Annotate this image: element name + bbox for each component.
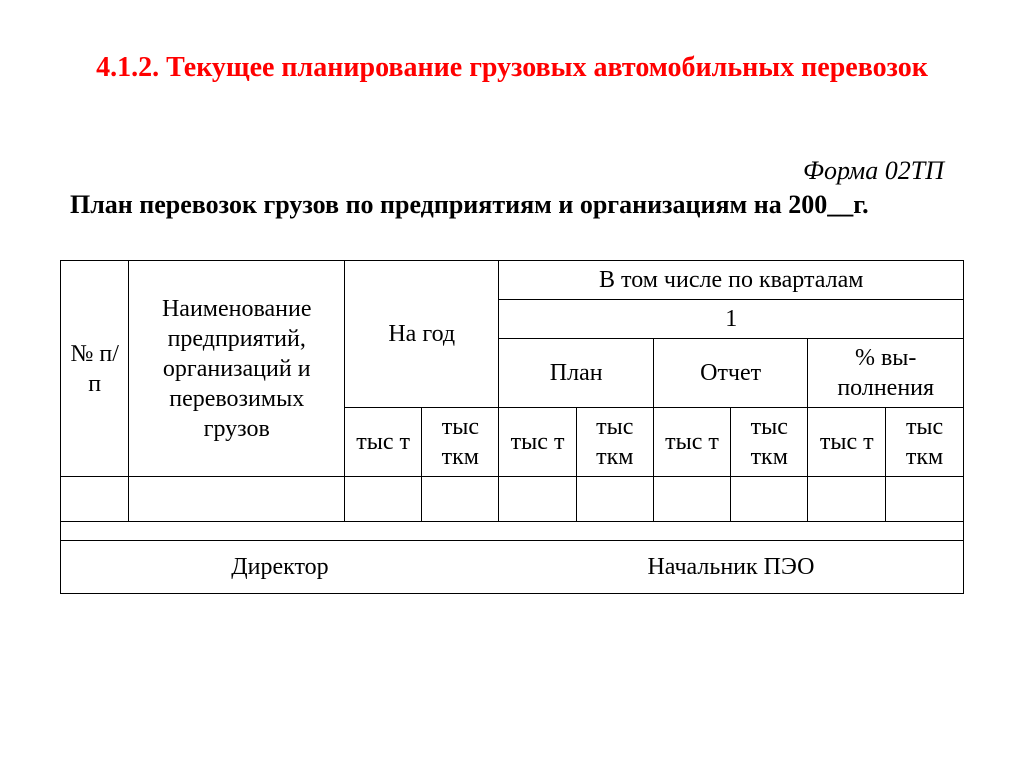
col-header-pct: % вы-полнения bbox=[808, 339, 964, 408]
cell bbox=[61, 477, 129, 522]
data-row bbox=[61, 477, 964, 522]
col-header-quarters: В том числе по кварталам bbox=[499, 261, 964, 300]
footer-director: Директор bbox=[61, 541, 499, 594]
form-label: Форма 02ТП bbox=[60, 156, 964, 186]
empty-cell bbox=[61, 522, 964, 541]
cell bbox=[653, 477, 730, 522]
cell bbox=[886, 477, 964, 522]
col-header-year: На год bbox=[345, 261, 499, 408]
subtitle: План перевозок грузов по предприятиям и … bbox=[60, 190, 964, 220]
unit-pct-t: тыс т bbox=[808, 408, 886, 477]
footer-head: Начальник ПЭО bbox=[499, 541, 964, 594]
empty-row bbox=[61, 522, 964, 541]
unit-year-tkm: тыс ткм bbox=[422, 408, 499, 477]
unit-plan-tkm: тыс ткм bbox=[576, 408, 653, 477]
header-row-1: № п/п Наименование предприятий, организа… bbox=[61, 261, 964, 300]
cell bbox=[808, 477, 886, 522]
unit-year-t: тыс т bbox=[345, 408, 422, 477]
unit-plan-t: тыс т bbox=[499, 408, 576, 477]
cell bbox=[422, 477, 499, 522]
unit-pct-tkm: тыс ткм bbox=[886, 408, 964, 477]
col-header-quarter-num: 1 bbox=[499, 300, 964, 339]
col-header-num: № п/п bbox=[61, 261, 129, 477]
unit-report-tkm: тыс ткм bbox=[731, 408, 808, 477]
col-header-name: Наименование предприятий, организаций и … bbox=[129, 261, 345, 477]
cell bbox=[129, 477, 345, 522]
cell bbox=[731, 477, 808, 522]
cell bbox=[345, 477, 422, 522]
cell bbox=[576, 477, 653, 522]
footer-row: Директор Начальник ПЭО bbox=[61, 541, 964, 594]
plan-table: № п/п Наименование предприятий, организа… bbox=[60, 260, 964, 594]
unit-report-t: тыс т bbox=[653, 408, 730, 477]
col-header-report: Отчет bbox=[653, 339, 807, 408]
page-title: 4.1.2. Текущее планирование грузовых авт… bbox=[60, 50, 964, 86]
cell bbox=[499, 477, 576, 522]
col-header-plan: План bbox=[499, 339, 653, 408]
